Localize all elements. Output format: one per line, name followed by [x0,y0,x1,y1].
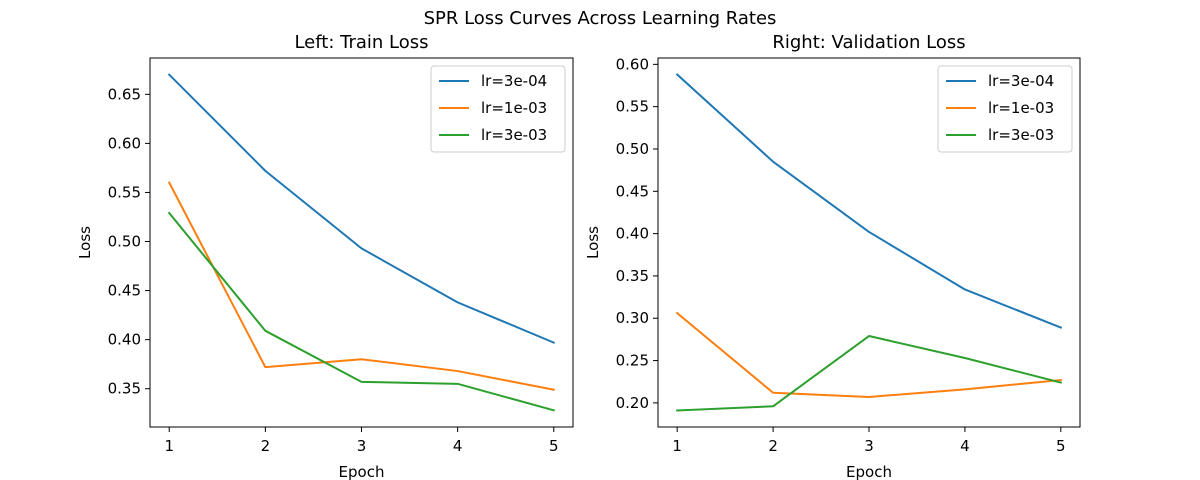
chart-right-y-tick-label: 0.55 [616,98,649,116]
chart-right-y-tick-label: 0.20 [616,394,649,412]
chart-right-y-tick-label: 0.25 [616,352,649,370]
chart-left: Left: Train Loss 1 2 3 4 5 0.35 0.40 0.45 0.50 0.5… [76,32,574,480]
chart-right-y-tick-label: 0.60 [616,55,649,73]
chart-left-x-axis-label: Epoch [339,463,385,480]
chart-left-y-tick-label: 0.55 [108,183,141,201]
chart-left-series-line-3 [167,211,555,412]
chart-right: Right: Validation Loss 1 2 3 4 5 0.20 0.25 0.30 0… [584,32,1081,480]
chart-left-series-line-1 [167,73,556,344]
chart-right-legend-label: lr=1e-03 [988,99,1054,117]
chart-left-series-line-2 [167,181,555,391]
chart-right-y-tick-label: 0.30 [616,309,649,327]
chart-right-x-tick-label: 4 [960,437,970,455]
chart-left-legend: lr=3e-04 lr=1e-03 lr=3e-03 [430,65,566,153]
chart-left-y-tick-label: 0.35 [108,380,141,398]
chart-right-series-line-3 [676,335,1063,412]
chart-left-y-tick-label: 0.60 [108,134,141,152]
chart-right-title: Right: Validation Loss [772,32,965,53]
chart-right-legend: lr=3e-04 lr=1e-03 lr=3e-03 [937,65,1073,153]
chart-left-legend-label: lr=1e-03 [481,99,547,117]
chart-right-series-line-2 [675,311,1062,398]
chart-left-y-tick-label: 0.40 [108,331,141,349]
chart-left-legend-label: lr=3e-03 [481,126,547,144]
chart-left-y-axis-label: Loss [76,226,94,259]
chart-right-x-tick-label: 2 [768,437,778,455]
chart-right-y-tick-label: 0.35 [616,267,649,285]
chart-left-x-tick-label: 2 [261,437,271,455]
chart-right-series-line-1 [675,73,1063,329]
chart-right-x-tick-label: 5 [1056,437,1066,455]
figure-title: SPR Loss Curves Across Learning Rates [424,8,777,29]
chart-left-y-tick-label: 0.50 [108,233,141,251]
chart-left-x-tick-label: 4 [453,437,463,455]
chart-left-series-group [167,73,556,412]
chart-left-x-tick-label: 1 [164,437,174,455]
chart-right-y-tick-label: 0.50 [616,140,649,158]
chart-right-legend-label: lr=3e-04 [988,72,1054,90]
chart-right-y-axis-label: Loss [584,226,602,259]
chart-right-legend-box [937,65,1073,153]
chart-left-legend-box [430,65,566,153]
chart-right-x-tick-label: 3 [864,437,874,455]
chart-right-y-tick-label: 0.40 [616,225,649,243]
chart-left-title: Left: Train Loss [294,32,428,53]
chart-left-y-tick-label: 0.45 [108,282,141,300]
chart-right-y-tick-label: 0.45 [616,182,649,200]
chart-left-y-tick-label: 0.65 [108,85,141,103]
chart-right-series-group [675,73,1063,412]
chart-right-x-tick-label: 1 [672,437,682,455]
chart-right-legend-label: lr=3e-03 [988,126,1054,144]
chart-left-x-tick-label: 3 [357,437,367,455]
chart-left-legend-label: lr=3e-04 [481,72,547,90]
chart-left-x-tick-label: 5 [549,437,559,455]
chart-right-x-axis-label: Epoch [846,463,892,480]
